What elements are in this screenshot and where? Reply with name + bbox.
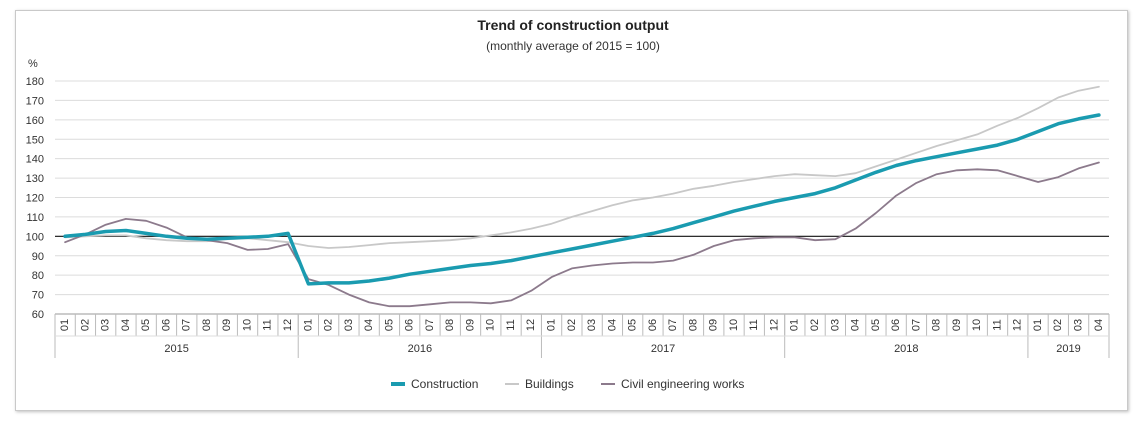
x-tick-label-month: 04 <box>850 319 862 331</box>
x-tick-label-month: 06 <box>890 319 902 331</box>
x-tick-label-month: 02 <box>809 319 821 331</box>
y-tick-label: 100 <box>26 231 44 243</box>
x-tick-label-month: 05 <box>870 319 882 331</box>
x-tick-label-month: 08 <box>687 319 699 331</box>
x-tick-label-month: 03 <box>1073 319 1085 331</box>
x-tick-label-month: 11 <box>748 319 760 330</box>
x-tick-label-month: 02 <box>79 319 91 331</box>
x-tick-label-month: 03 <box>586 319 598 331</box>
x-axis: 01 02 03 04 05 06 07 08 09 10 11 12 2015 01 02 03 04 05 06… <box>54 313 1110 358</box>
chart-frame: Trend of construction output (monthly av… <box>15 10 1128 411</box>
series-line-civil-engineering-works <box>64 161 1100 308</box>
x-tick-label-month: 03 <box>100 319 112 331</box>
grid <box>55 80 1109 315</box>
x-tick-label-month: 07 <box>667 319 679 331</box>
x-tick-label-month: 03 <box>343 319 355 331</box>
x-tick-label-month: 01 <box>789 319 801 331</box>
x-tick-label-month: 07 <box>910 319 922 331</box>
y-axis-label: % <box>28 58 38 70</box>
x-tick-label-month: 11 <box>262 319 274 330</box>
x-tick-label-month: 07 <box>181 319 193 331</box>
x-tick-label-month: 08 <box>931 319 943 331</box>
x-tick-label-month: 04 <box>606 319 618 331</box>
x-tick-label-month: 01 <box>1032 319 1044 331</box>
y-tick-label: 120 <box>26 193 44 205</box>
legend-entry: Civil engineering works <box>621 377 744 391</box>
x-tick-label-month: 12 <box>282 319 294 331</box>
x-tick-label-month: 09 <box>221 319 233 331</box>
x-tick-label-month: 12 <box>525 319 537 331</box>
y-tick-label: 150 <box>26 134 44 146</box>
x-tick-label-month: 11 <box>991 319 1003 330</box>
x-tick-label-month: 01 <box>59 319 71 331</box>
x-tick-label-month: 11 <box>505 319 517 330</box>
x-tick-label-month: 08 <box>201 319 213 331</box>
y-tick-label: 80 <box>32 270 44 282</box>
x-tick-label-month: 04 <box>120 319 132 331</box>
x-tick-label-year: 2017 <box>651 343 675 355</box>
x-tick-label-month: 02 <box>323 319 335 331</box>
x-tick-label-month: 02 <box>566 319 578 331</box>
x-tick-label-month: 06 <box>404 319 416 331</box>
y-tick-label: 170 <box>26 95 44 107</box>
x-tick-label-year: 2015 <box>164 343 188 355</box>
x-tick-label-month: 10 <box>485 319 497 331</box>
x-tick-label-month: 10 <box>728 319 740 331</box>
x-tick-label-month: 05 <box>140 319 152 331</box>
x-tick-label-month: 12 <box>1012 319 1024 331</box>
x-tick-label-month: 08 <box>444 319 456 331</box>
x-tick-label-month: 05 <box>383 319 395 331</box>
series-line-construction <box>63 113 1101 286</box>
chart-title: Trend of construction output <box>477 17 669 33</box>
x-tick-label-month: 09 <box>708 319 720 331</box>
series-lines <box>63 85 1101 308</box>
x-tick-label-year: 2019 <box>1056 343 1080 355</box>
series-line-buildings <box>64 85 1100 249</box>
legend-entry: Construction <box>411 377 478 391</box>
x-tick-label-month: 06 <box>160 319 172 331</box>
x-tick-label-month: 04 <box>1093 319 1105 331</box>
y-tick-label: 70 <box>32 290 44 302</box>
y-tick-label: 180 <box>26 76 44 88</box>
x-tick-label-month: 05 <box>627 319 639 331</box>
y-tick-label: 160 <box>26 115 44 127</box>
chart-subtitle: (monthly average of 2015 = 100) <box>486 39 660 53</box>
y-tick-label: 130 <box>26 173 44 185</box>
x-tick-label-month: 06 <box>647 319 659 331</box>
legend-entry: Buildings <box>525 377 574 391</box>
x-tick-label-month: 01 <box>302 319 314 331</box>
x-tick-label-month: 10 <box>971 319 983 331</box>
legend: Construction Buildings Civil engineering w… <box>391 377 744 391</box>
x-tick-label-month: 04 <box>363 319 375 331</box>
x-tick-label-month: 09 <box>464 319 476 331</box>
y-tick-label: 140 <box>26 154 44 166</box>
x-tick-label-month: 02 <box>1052 319 1064 331</box>
x-tick-label-month: 03 <box>829 319 841 331</box>
x-tick-label-month: 07 <box>424 319 436 331</box>
x-tick-label-month: 12 <box>768 319 780 331</box>
x-tick-label-month: 10 <box>241 319 253 331</box>
y-tick-label: 60 <box>32 309 44 321</box>
y-tick-label: 110 <box>26 212 44 224</box>
x-tick-label-year: 2016 <box>408 343 432 355</box>
y-tick-label: 90 <box>32 251 44 263</box>
x-tick-label-month: 01 <box>546 319 558 331</box>
x-tick-label-year: 2018 <box>894 343 918 355</box>
y-axis-ticks: 60 70 80 90 100 110 120 130 140 150 160 170 180 <box>26 76 44 321</box>
x-tick-label-month: 09 <box>951 319 963 331</box>
line-chart: Trend of construction output (monthly av… <box>26 17 1110 391</box>
